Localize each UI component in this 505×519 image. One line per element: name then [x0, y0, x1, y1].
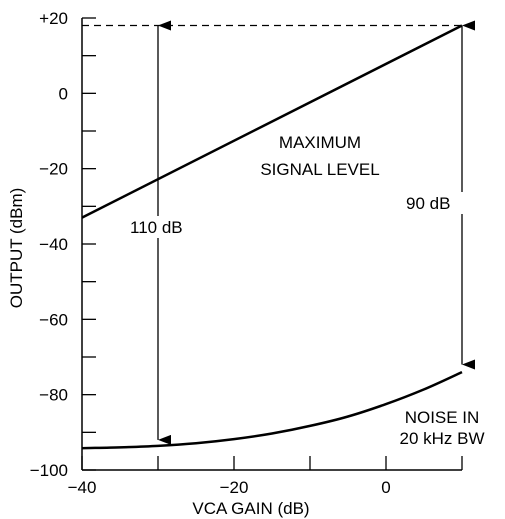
y-tick-label: −60 [39, 310, 68, 329]
x-tick-label: −40 [68, 478, 97, 497]
noise-label-line1: NOISE IN [405, 408, 480, 427]
x-tick-label: −20 [220, 478, 249, 497]
noise-label-line2: 20 kHz BW [399, 429, 484, 448]
ticks: −100 −80 −60 −40 −20 0 +20 −40 −20 0 [30, 9, 463, 497]
y-tick-label: −20 [39, 160, 68, 179]
y-tick-label: −100 [30, 461, 68, 480]
range-90-label-bg [404, 192, 469, 214]
max-signal-label-line2: SIGNAL LEVEL [260, 160, 379, 179]
series [81, 24, 463, 450]
y-tick-label: +20 [39, 9, 68, 28]
y-tick-label: 0 [59, 84, 68, 103]
dynamic-range-arrows [157, 20, 475, 445]
range-90-label: 90 dB [406, 194, 450, 213]
max-signal-label-line1: MAXIMUM [279, 133, 361, 152]
y-tick-label: −40 [39, 235, 68, 254]
noise-floor-curve [81, 370, 463, 450]
maximum-signal-level-line [81, 24, 463, 219]
range-110-label-bg [126, 216, 196, 238]
y-tick-label: −80 [39, 386, 68, 405]
y-axis-title: OUTPUT (dBm) [7, 188, 26, 309]
x-tick-label: 0 [381, 478, 390, 497]
x-axis-title: VCA GAIN (dB) [192, 499, 309, 518]
labels: 110 dB 90 dB MAXIMUM SIGNAL LEVEL NOISE … [7, 133, 485, 518]
axes [81, 18, 462, 471]
range-110-label: 110 dB [130, 218, 183, 237]
